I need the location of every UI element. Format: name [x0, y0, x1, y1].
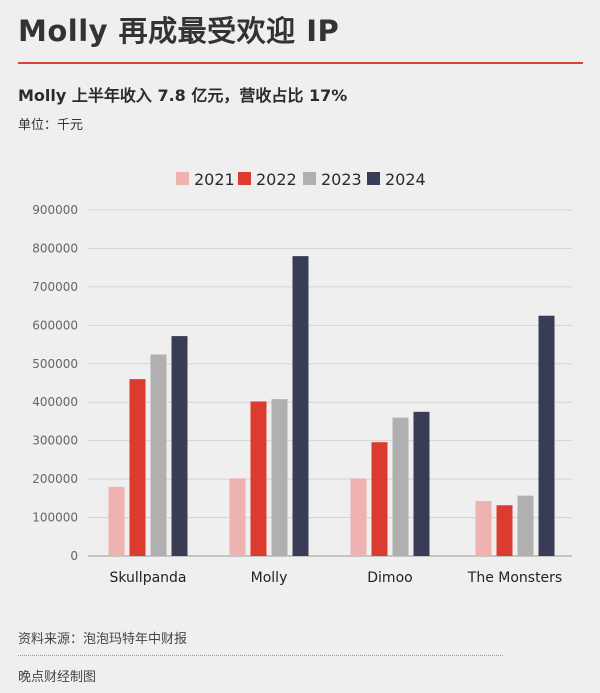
x-category-label: Dimoo	[367, 570, 412, 586]
bar-skullpanda-2023	[150, 354, 167, 556]
legend-label-2021: 2021	[194, 170, 235, 189]
legend-swatch-2022	[238, 172, 251, 185]
bar-the-monsters-2024	[538, 315, 555, 556]
bar-molly-2021	[229, 478, 246, 556]
legend-swatch-2023	[303, 172, 316, 185]
y-tick-label: 400000	[32, 395, 78, 409]
legend-label-2024: 2024	[385, 170, 426, 189]
bar-the-monsters-2021	[475, 501, 492, 556]
bar-the-monsters-2023	[517, 495, 534, 556]
y-tick-label: 300000	[32, 434, 78, 448]
credit-note: 晚点财经制图	[18, 670, 97, 685]
bar-molly-2024	[292, 256, 309, 556]
x-category-label: The Monsters	[467, 570, 562, 586]
bar-molly-2023	[271, 399, 288, 556]
source-note: 资料来源：泡泡玛特年中财报	[18, 632, 188, 647]
y-tick-label: 0	[70, 549, 78, 563]
bar-dimoo-2024	[413, 411, 430, 556]
x-category-label: Molly	[251, 570, 288, 586]
bar-molly-2022	[250, 401, 267, 556]
y-tick-label: 900000	[32, 203, 78, 217]
legend-swatch-2024	[367, 172, 380, 185]
bar-the-monsters-2022	[496, 505, 513, 556]
y-tick-label: 500000	[32, 357, 78, 371]
legend-swatch-2021	[176, 172, 189, 185]
x-category-label: Skullpanda	[109, 570, 186, 586]
y-tick-label: 700000	[32, 280, 78, 294]
unit-label: 单位：千元	[18, 118, 84, 133]
bar-dimoo-2023	[392, 417, 409, 556]
bar-skullpanda-2022	[129, 379, 146, 556]
bar-skullpanda-2021	[108, 486, 125, 556]
title-divider	[18, 62, 583, 64]
legend-label-2023: 2023	[321, 170, 362, 189]
chart-subtitle: Molly 上半年收入 7.8 亿元，营收占比 17%	[18, 86, 348, 105]
legend-label-2022: 2022	[256, 170, 297, 189]
y-tick-label: 600000	[32, 318, 78, 332]
chart-title: Molly 再成最受欢迎 IP	[18, 14, 340, 48]
bar-dimoo-2022	[371, 442, 388, 556]
y-tick-label: 200000	[32, 472, 78, 486]
bar-chart: 0 100000 200000 300000 400000 500000 600000 700…	[32, 170, 572, 586]
bar-dimoo-2021	[350, 478, 367, 556]
y-tick-label: 800000	[32, 241, 78, 255]
bar-skullpanda-2024	[171, 336, 188, 556]
footer-divider	[18, 655, 503, 656]
y-tick-label: 100000	[32, 511, 78, 525]
